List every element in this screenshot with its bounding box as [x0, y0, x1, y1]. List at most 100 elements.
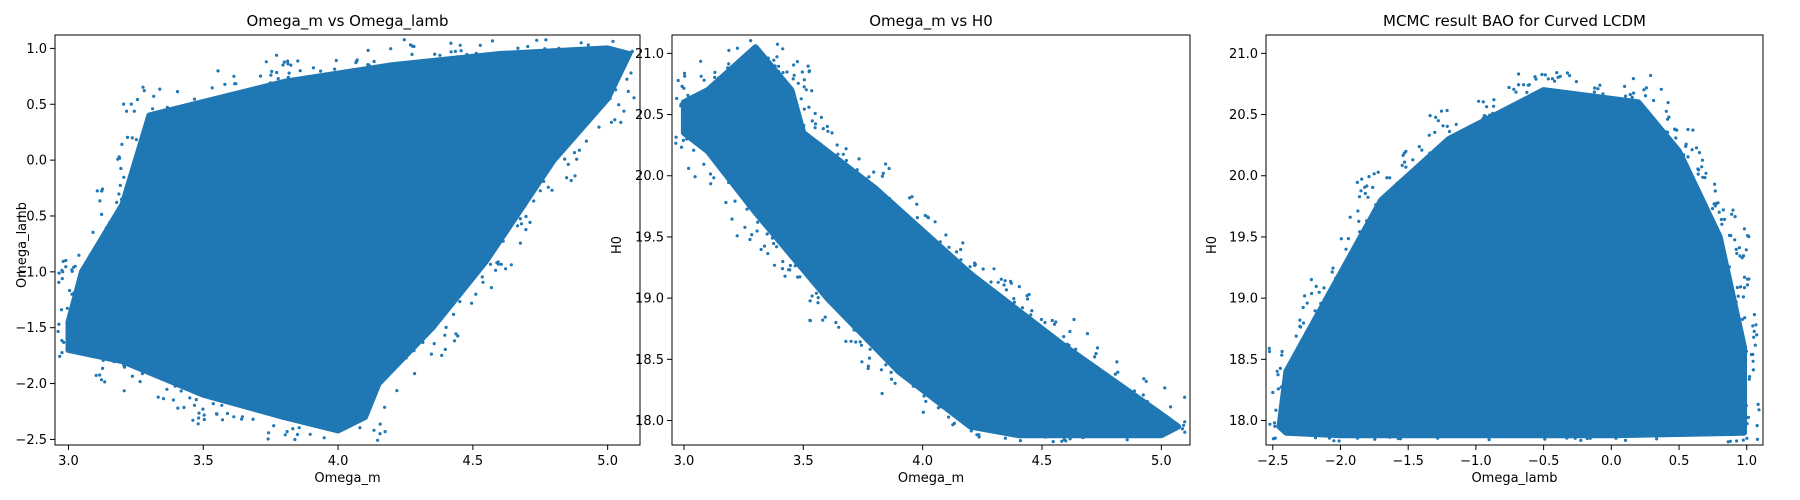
scatter-point [1525, 90, 1529, 94]
scatter-point [579, 41, 583, 45]
scatter-point [88, 253, 92, 257]
scatter-point [712, 176, 716, 180]
scatter-point [674, 141, 678, 145]
scatter-point [785, 70, 789, 74]
scatter-point [1025, 297, 1030, 301]
scatter-point [622, 109, 626, 113]
scatter-point [1359, 189, 1363, 193]
scatter-point [191, 418, 195, 422]
scatter-point [1742, 275, 1747, 279]
scatter-point [1723, 217, 1727, 221]
scatter-point [1632, 91, 1636, 95]
scatter-point [171, 398, 175, 402]
scatter-point [772, 241, 776, 246]
scatter-point [481, 280, 485, 284]
scatter-point [1694, 146, 1699, 150]
scatter-point [577, 148, 582, 152]
y-tick-label: 1.0 [26, 42, 47, 57]
scatter-point [1445, 108, 1449, 113]
scatter-point [1462, 129, 1466, 133]
scatter-point [1144, 379, 1148, 383]
scatter-point [933, 220, 937, 224]
scatter-point [1388, 435, 1392, 439]
scatter-point [921, 410, 925, 414]
scatter-point [1533, 75, 1537, 79]
scatter-point [120, 142, 124, 146]
scatter-point [892, 201, 896, 205]
axes-frame [1265, 34, 1764, 446]
scatter-point [1664, 130, 1668, 134]
scatter-point [1710, 207, 1715, 211]
scatter-point [1050, 318, 1054, 323]
scatter-point [575, 157, 579, 161]
scatter-point [713, 70, 717, 74]
scatter-point [683, 74, 687, 78]
scatter-point [565, 176, 569, 180]
scatter-point [1477, 99, 1481, 103]
scatter-point [1403, 160, 1407, 164]
scatter-point [60, 277, 64, 281]
scatter-point [699, 59, 703, 63]
scatter-point [629, 71, 633, 75]
scatter-point [151, 107, 155, 111]
scatter-point [220, 418, 225, 422]
scatter-point [792, 73, 796, 77]
scatter-point [999, 277, 1003, 281]
scatter-point [563, 157, 567, 161]
scatter-point [1428, 114, 1432, 118]
scatter-point [283, 433, 287, 437]
scatter-point [1684, 142, 1688, 146]
scatter-point [1276, 373, 1280, 377]
scatter-point [122, 175, 126, 179]
scatter-point [835, 307, 839, 311]
scatter-point [455, 55, 459, 59]
scatter-point [1298, 318, 1302, 322]
scatter-points [56, 38, 636, 442]
y-tick-label: −1.0 [15, 265, 47, 280]
scatter-point [101, 366, 105, 370]
scatter-point [269, 73, 273, 77]
scatter-point [816, 301, 820, 305]
scatter-point [57, 280, 61, 284]
y-tick-label: 21.0 [635, 47, 664, 62]
x-tick-label: 4.5 [463, 454, 484, 469]
scatter-point [275, 70, 279, 75]
scatter-point [134, 138, 138, 142]
scatter-point [543, 47, 547, 51]
scatter-point [1736, 294, 1740, 298]
scatter-point [857, 157, 861, 161]
scatter-point [1445, 124, 1449, 128]
scatter-point [1278, 366, 1282, 370]
scatter-point [855, 168, 859, 172]
y-tick-label: 18.0 [1229, 414, 1258, 429]
scatter-point [1348, 215, 1352, 219]
scatter-point [742, 53, 747, 58]
scatter-point [452, 312, 456, 316]
scatter-point [908, 196, 912, 200]
scatter-point [1624, 94, 1628, 98]
scatter-point [1275, 369, 1279, 373]
scatter-point [526, 44, 530, 49]
scatter-point [334, 58, 338, 63]
scatter-point [1003, 436, 1008, 440]
scatter-point [1755, 437, 1759, 441]
scatter-point [1141, 393, 1145, 397]
scatter-point [122, 102, 126, 106]
scatter-point [1737, 246, 1741, 250]
scatter-point [91, 230, 95, 234]
scatter-point [717, 76, 721, 80]
scatter-point [981, 267, 985, 271]
scatter-point [399, 359, 403, 363]
scatter-point [130, 374, 134, 378]
scatter-point [922, 394, 926, 398]
scatter-point [775, 42, 780, 46]
scatter-point [826, 129, 830, 133]
scatter-point [1439, 109, 1444, 113]
scatter-point [201, 407, 205, 411]
scatter-point [444, 325, 448, 329]
scatter-point [1755, 424, 1759, 428]
scatter-point [1169, 405, 1173, 409]
scatter-point [225, 411, 230, 416]
scatter-point [220, 403, 224, 407]
scatter-point [781, 259, 785, 264]
